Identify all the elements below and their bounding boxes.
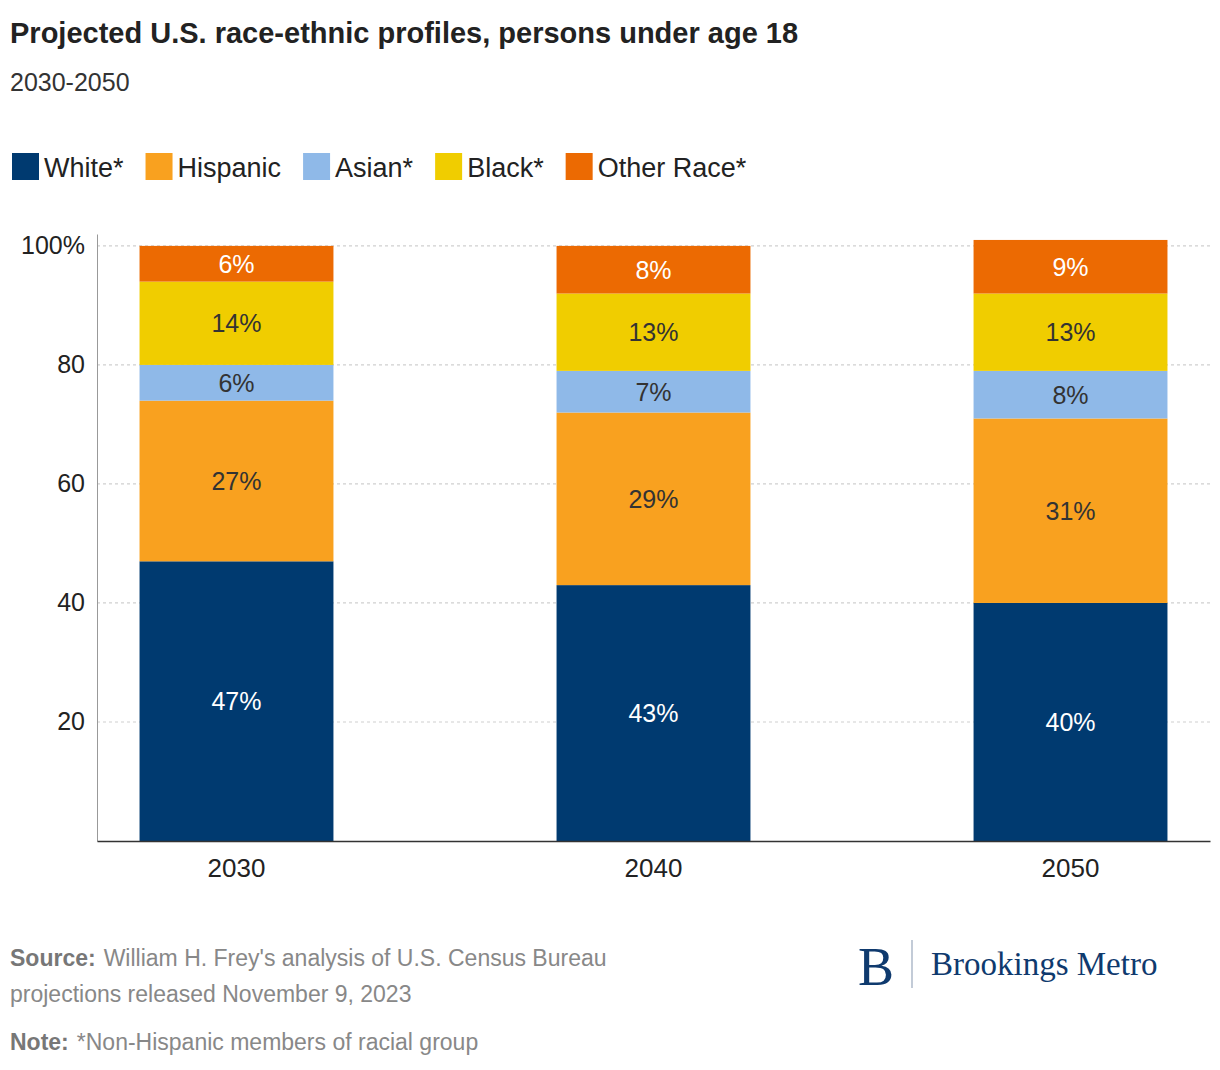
bar-segment (974, 371, 1168, 419)
bar-segment (974, 418, 1168, 602)
x-tick: 2030 (208, 841, 266, 883)
source-label: Source: (10, 945, 96, 971)
data-label: 9% (1052, 253, 1088, 281)
note-label: Note: (10, 1029, 69, 1055)
legend: White* Hispanic Asian* Black* Other Race* (12, 153, 747, 183)
bar-segment (140, 246, 334, 282)
legend-swatch (12, 153, 39, 180)
x-axis: 2030 2040 2050 (98, 841, 1211, 883)
legend-item: White* (12, 153, 124, 183)
y-tick: 60 (57, 469, 97, 497)
data-label: 7% (635, 378, 671, 406)
legend-swatch (435, 153, 462, 180)
data-label: 27% (211, 467, 261, 495)
y-axis-line (97, 235, 98, 842)
data-label: 6% (218, 369, 254, 397)
y-tick-label: 100% (21, 231, 85, 259)
source: Source: William H. Frey's analysis of U.S… (10, 945, 607, 971)
brand-separator (911, 940, 912, 988)
legend-label: Asian* (335, 153, 414, 183)
bar-segment (974, 294, 1168, 371)
x-tick-label: 2040 (625, 853, 683, 883)
brand-mark: B (858, 937, 894, 997)
data-label: 8% (635, 256, 671, 284)
bar-segment (140, 401, 334, 562)
bar-segment (557, 246, 751, 294)
subtitle: 2030-2050 (10, 68, 130, 96)
chart: Projected U.S. race-ethnic profiles, per… (0, 0, 1220, 1070)
bar-segment (557, 413, 751, 586)
x-tick: 2040 (625, 841, 683, 883)
data-label: 13% (628, 318, 678, 346)
y-tick-label: 60 (57, 469, 85, 497)
legend-label: Black* (467, 153, 544, 183)
y-tick: 100% (21, 231, 97, 259)
data-label: 8% (1052, 381, 1088, 409)
legend-label: White* (44, 153, 124, 183)
data-label: 43% (628, 699, 678, 727)
legend-swatch (566, 153, 593, 180)
y-tick: 80 (57, 350, 97, 378)
legend-swatch (146, 153, 173, 180)
note-text: *Non-Hispanic members of racial group (77, 1029, 478, 1055)
y-tick: 20 (57, 707, 97, 735)
bar-segment (974, 240, 1168, 294)
brand: Brookings Metro (931, 946, 1157, 982)
source-text: William H. Frey's analysis of U.S. Censu… (104, 945, 607, 971)
legend-item: Hispanic (146, 153, 282, 183)
data-label: 31% (1045, 497, 1095, 525)
legend-label: Hispanic (178, 153, 282, 183)
source-text: projections released November 9, 2023 (10, 981, 411, 1007)
legend-label: Other Race* (598, 153, 747, 183)
bar-segment (974, 603, 1168, 841)
bar-segment (557, 585, 751, 841)
data-label: 6% (218, 250, 254, 278)
legend-item: Asian* (303, 153, 414, 183)
y-tick-label: 20 (57, 707, 85, 735)
y-tick-label: 40 (57, 588, 85, 616)
bar-segment (557, 294, 751, 371)
bar-segment (140, 561, 334, 841)
title: Projected U.S. race-ethnic profiles, per… (10, 17, 798, 49)
data-label: 40% (1045, 708, 1095, 736)
legend-swatch (303, 153, 330, 180)
note: Note: *Non-Hispanic members of racial gro… (10, 1029, 478, 1055)
legend-item: Black* (435, 153, 544, 183)
data-labels: 47% 43% 40% 27% 29% 31% 6% 7% 8% 14% 13% 13% 6% 8% 9% (211, 250, 1095, 736)
data-label: 29% (628, 485, 678, 513)
bar-segment (140, 282, 334, 365)
y-tick: 40 (57, 588, 97, 616)
data-label: 13% (1045, 318, 1095, 346)
data-label: 14% (211, 309, 261, 337)
y-axis: 20 40 60 80 100% (21, 231, 97, 841)
legend-item: Other Race* (566, 153, 747, 183)
x-axis-line (98, 841, 1211, 843)
x-tick-label: 2030 (208, 853, 266, 883)
data-label: 47% (211, 687, 261, 715)
y-tick-label: 80 (57, 350, 85, 378)
x-tick-label: 2050 (1042, 853, 1100, 883)
bar-segment (557, 371, 751, 413)
x-tick: 2050 (1042, 841, 1100, 883)
bar-segment (140, 365, 334, 401)
bars (140, 240, 1168, 841)
